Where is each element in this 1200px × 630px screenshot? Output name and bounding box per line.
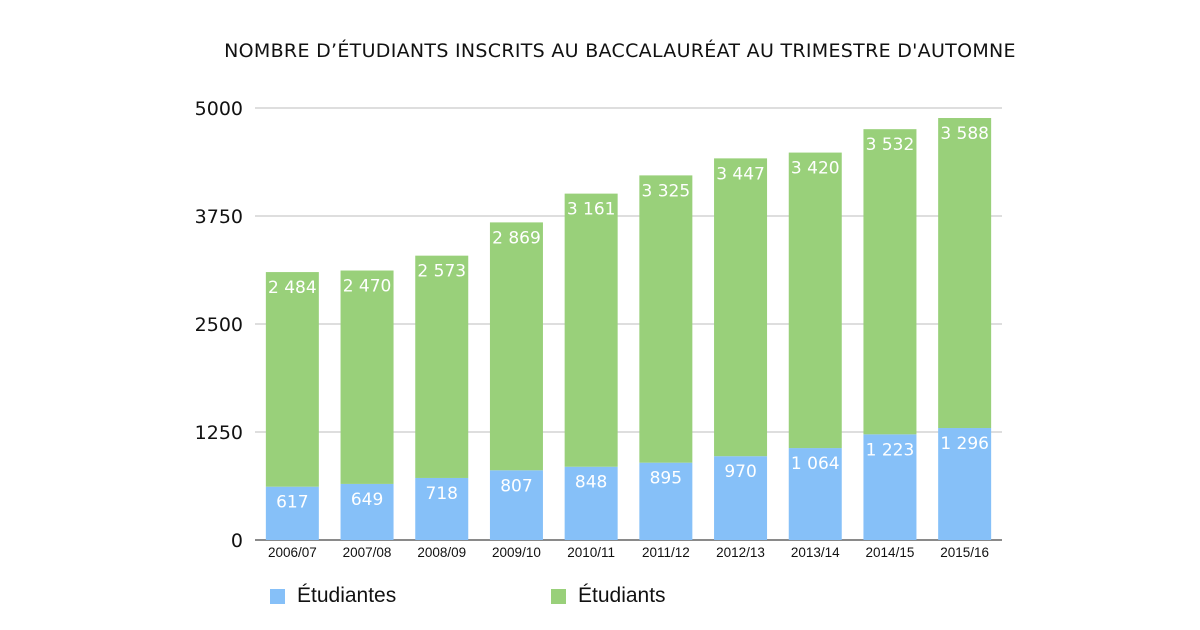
data-label-etudiants: 2 484 [268, 278, 317, 298]
bar-etudiants [340, 270, 394, 484]
data-label-etudiants: 3 532 [866, 135, 915, 155]
x-tick-label: 2015/16 [940, 545, 989, 560]
bar-etudiants [489, 222, 543, 471]
y-tick-label: 0 [231, 530, 243, 552]
data-label-etudiantes: 970 [724, 462, 756, 482]
data-label-etudiantes: 617 [276, 493, 308, 513]
data-label-etudiants: 3 325 [642, 181, 691, 201]
bar-etudiantes [564, 466, 618, 540]
data-label-etudiants: 3 161 [567, 200, 616, 220]
bar-etudiants [938, 118, 992, 429]
data-label-etudiants: 3 588 [940, 124, 989, 144]
bar-etudiantes [788, 448, 842, 540]
x-tick-label: 2006/07 [268, 545, 317, 560]
data-label-etudiantes: 848 [575, 473, 607, 493]
bar-etudiantes [938, 428, 992, 540]
x-tick-label: 2014/15 [866, 545, 915, 560]
y-tick-label: 3750 [195, 206, 243, 228]
bar-etudiants [863, 129, 917, 435]
legend-label-etudiantes: Étudiantes [297, 584, 397, 607]
bar-etudiants [564, 193, 618, 467]
data-label-etudiants: 3 420 [791, 159, 840, 179]
bar-etudiantes [415, 477, 469, 540]
legend-item-etudiantes: Étudiantes [270, 584, 396, 608]
legend-swatch-etudiants [551, 588, 566, 604]
chart-title: NOMBRE D’ÉTUDIANTS INSCRITS AU BACCALAUR… [224, 40, 1016, 62]
data-label-etudiants: 3 447 [716, 164, 765, 184]
data-label-etudiantes: 718 [426, 484, 458, 504]
bar-etudiants [265, 272, 319, 487]
data-label-etudiantes: 895 [650, 469, 682, 489]
bar-etudiantes [863, 434, 917, 540]
bar-etudiantes [639, 462, 693, 540]
data-label-etudiantes: 649 [351, 490, 383, 510]
bar-etudiants [415, 255, 469, 478]
bar-etudiantes [489, 470, 543, 540]
x-tick-label: 2007/08 [343, 545, 392, 560]
bar-etudiants [639, 175, 693, 463]
x-tick-label: 2011/12 [642, 545, 690, 560]
data-label-etudiantes: 1 064 [791, 454, 840, 474]
legend-swatch-etudiantes [270, 588, 285, 604]
x-tick-label: 2012/13 [716, 545, 765, 560]
data-label-etudiants: 2 470 [343, 277, 392, 297]
x-tick-label: 2008/09 [417, 545, 466, 560]
data-label-etudiantes: 1 223 [866, 440, 915, 460]
bar-etudiants [788, 152, 842, 449]
legend-item-etudiants: Étudiants [551, 584, 666, 608]
bar-etudiantes [714, 456, 768, 540]
y-tick-label: 2500 [195, 314, 243, 336]
bar-etudiantes [265, 486, 319, 540]
y-tick-label: 1250 [195, 422, 243, 444]
bar-etudiantes [340, 483, 394, 540]
bar-etudiants [714, 158, 768, 457]
x-tick-label: 2010/11 [567, 545, 615, 560]
data-label-etudiants: 2 869 [492, 228, 541, 248]
data-label-etudiantes: 807 [500, 476, 532, 496]
data-label-etudiantes: 1 296 [940, 434, 989, 454]
x-tick-label: 2013/14 [791, 545, 840, 560]
y-tick-label: 5000 [195, 98, 243, 120]
data-label-etudiants: 2 573 [417, 262, 466, 282]
legend-label-etudiants: Étudiants [578, 584, 666, 607]
x-tick-label: 2009/10 [492, 545, 541, 560]
